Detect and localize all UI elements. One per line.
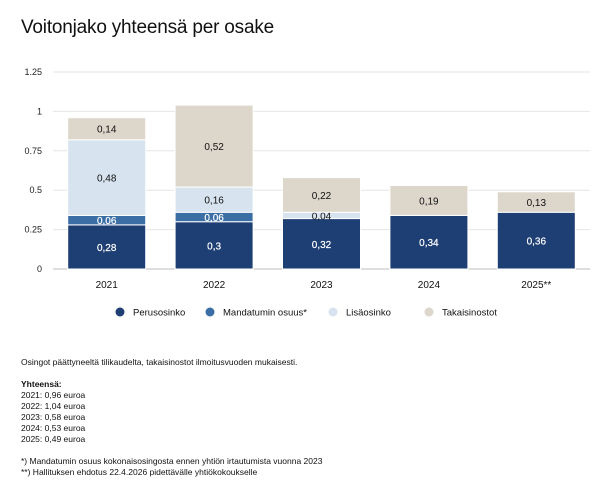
totals-heading: Yhteensä:: [21, 379, 62, 389]
bar-segment: [174, 221, 254, 270]
source-note: Osingot päättyneeltä tilikaudelta, takai…: [21, 357, 298, 367]
data-label: 0,48: [97, 174, 117, 185]
x-tick-label: 2024: [418, 280, 441, 291]
data-label: 0,22: [312, 191, 332, 202]
data-label: 0,19: [419, 196, 439, 207]
data-label: 0,32: [312, 240, 332, 251]
x-tick-label: 2021: [96, 280, 119, 291]
data-label: 0,36: [527, 237, 547, 248]
data-label: 0,16: [204, 196, 224, 207]
bar-segment: [67, 224, 147, 270]
chart-notes: Osingot päättyneeltä tilikaudelta, takai…: [21, 357, 322, 478]
data-label: 0,06: [204, 213, 224, 224]
bar-segment: [67, 139, 147, 216]
legend-label: Perusosinko: [133, 308, 185, 319]
total-2024: 2024: 0,53 euroa: [21, 423, 86, 433]
footnote-mandatum: *) Mandatumin osuus kokonaisosingosta en…: [21, 456, 323, 466]
data-label: 0,04: [312, 211, 332, 222]
y-tick-label: 0.25: [24, 225, 42, 235]
bar-segment: [282, 177, 361, 213]
data-label: 0,52: [204, 142, 224, 153]
x-tick-label: 2022: [203, 280, 226, 291]
total-2023: 2023: 0,58 euroa: [21, 412, 86, 422]
footnote-proposal: **) Hallituksen ehdotus 22.4.2026 pidett…: [21, 467, 258, 477]
legend-label: Takaisinostot: [442, 308, 497, 319]
total-2021: 2021: 0,96 euroa: [21, 390, 86, 400]
total-2022: 2022: 1,04 euroa: [21, 401, 86, 411]
legend-marker: [424, 307, 434, 317]
legend-marker: [115, 307, 125, 317]
data-label: 0,34: [419, 238, 439, 249]
bar-segment: [174, 104, 254, 188]
bar-segment: [67, 117, 147, 141]
bar-segment: [389, 184, 469, 216]
y-tick-label: 0.5: [29, 185, 42, 195]
legend-label: Lisäosinko: [346, 308, 391, 319]
y-tick-label: 0: [37, 264, 42, 274]
data-label: 0,28: [97, 243, 117, 254]
bar-segment: [496, 211, 576, 270]
data-label: 0,3: [207, 241, 221, 252]
data-label: 0,13: [527, 198, 547, 209]
data-label: 0,06: [97, 216, 117, 227]
y-tick-label: 0.75: [24, 146, 42, 156]
legend-marker: [205, 307, 215, 317]
total-2025: 2025: 0,49 euroa: [21, 434, 86, 444]
legend-marker: [328, 307, 338, 317]
bar-segment: [389, 214, 469, 270]
bar-segment: [174, 186, 254, 213]
stacked-bar-chart: 0 0.25 0.5 0.75 1 1.25 0,28 0,06 0,48 0,14 2021 0,3…: [24, 67, 590, 319]
x-tick-label: 2023: [310, 280, 333, 291]
y-tick-label: 1.25: [24, 67, 42, 77]
x-tick-label: 2025**: [521, 280, 551, 291]
data-label: 0,14: [97, 125, 117, 136]
y-tick-label: 1: [37, 106, 42, 116]
legend-label: Mandatumin osuus*: [223, 308, 307, 319]
bar-segment: [496, 191, 576, 213]
chart-title: Voitonjako yhteensä per osake: [21, 17, 274, 38]
